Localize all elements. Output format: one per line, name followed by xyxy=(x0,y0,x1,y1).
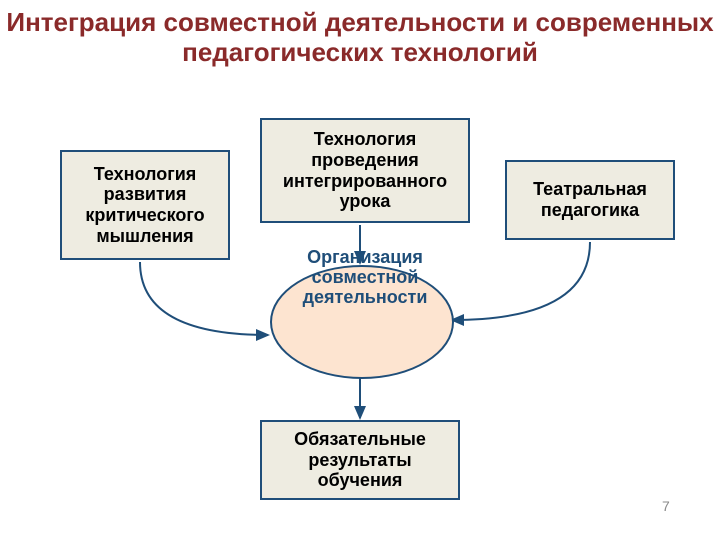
box-bottom-label: Обязательные результаты обучения xyxy=(266,429,454,491)
box-bottom: Обязательные результаты обучения xyxy=(260,420,460,500)
slide: { "title": { "text": "Интеграция совмест… xyxy=(0,0,720,540)
box-left: Технология развития критического мышлени… xyxy=(60,150,230,260)
box-top-label: Технология проведения интегрированного у… xyxy=(266,129,464,212)
box-top: Технология проведения интегрированного у… xyxy=(260,118,470,223)
box-right: Театральная педагогика xyxy=(505,160,675,240)
page-number: 7 xyxy=(662,498,670,514)
center-ellipse-label: Организация совместной деятельности xyxy=(290,248,440,307)
box-right-label: Театральная педагогика xyxy=(511,179,669,220)
box-left-label: Технология развития критического мышлени… xyxy=(66,164,224,247)
slide-title: Интеграция совместной деятельности и сов… xyxy=(0,8,720,68)
arrow-right-to-center xyxy=(452,242,590,320)
arrow-left-to-center xyxy=(140,262,268,335)
